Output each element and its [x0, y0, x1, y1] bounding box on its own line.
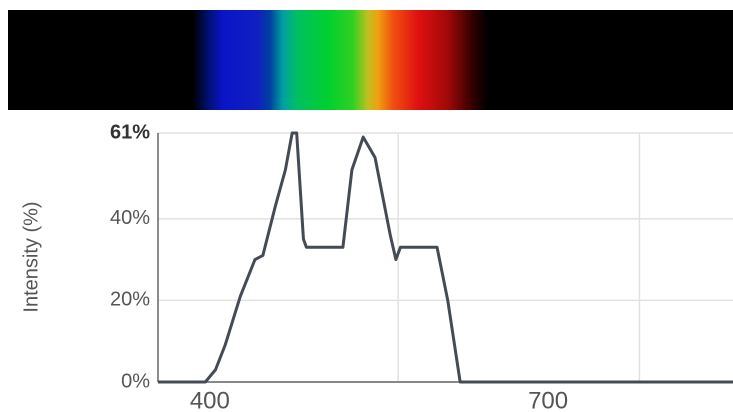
- x-tick-label: 400: [190, 387, 230, 412]
- spectrum-line: [158, 133, 733, 382]
- x-tick-label: 700: [528, 387, 568, 412]
- y-axis-label: Intensity (%): [20, 201, 42, 312]
- y-tick-label: 40%: [110, 207, 150, 229]
- y-tick-label: 20%: [110, 289, 150, 311]
- chart: Intensity (%) 0% 20% 40% 61% 400 700: [0, 0, 733, 412]
- y-tick-label: 61%: [110, 121, 150, 143]
- y-tick-label: 0%: [121, 370, 150, 392]
- spectrometer-view: Intensity (%) 0% 20% 40% 61% 400 700: [0, 0, 733, 412]
